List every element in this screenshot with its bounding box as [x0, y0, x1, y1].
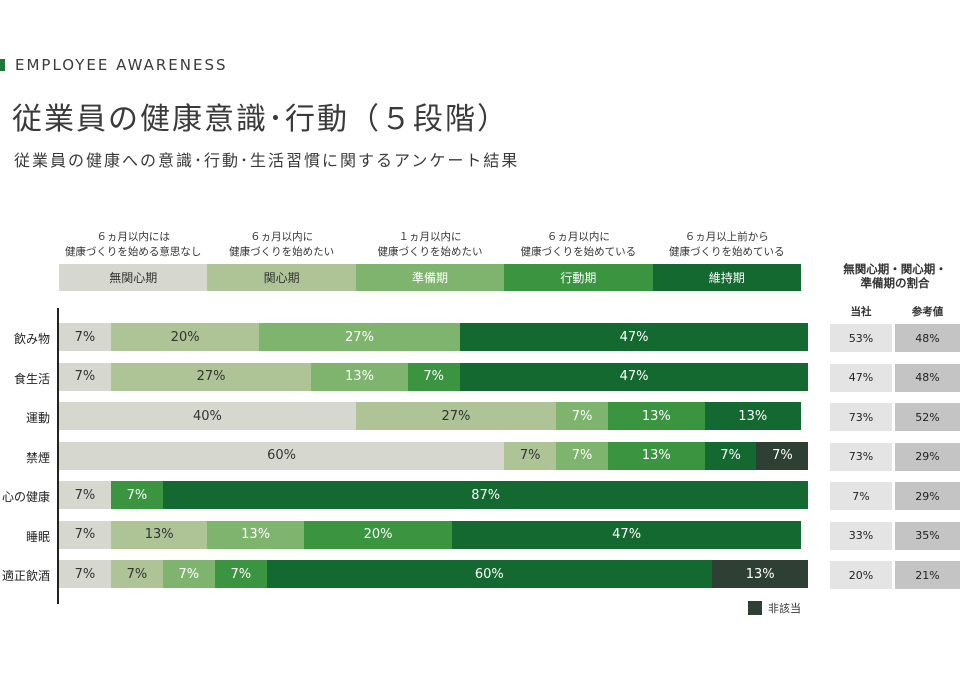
stage-desc-line-1: ６ヵ月以内に	[546, 231, 610, 243]
legend: 非該当	[748, 600, 801, 616]
bar-segment: 7%	[59, 481, 111, 509]
own-ratio-cell: 73%	[830, 403, 892, 431]
reference-ratio-cell: 21%	[895, 561, 960, 589]
bar-segment: 7%	[110, 481, 163, 509]
stage-desc-line-2: 健康づくりを始めたい	[229, 246, 335, 258]
legend-swatch-na	[748, 601, 762, 615]
bar-segment: 20%	[303, 520, 453, 549]
bar-segment: 47%	[459, 362, 809, 391]
stage-desc-line-2: 健康づくりを始める意思なし	[64, 246, 202, 258]
bar-segment: 7%	[756, 441, 809, 470]
row-label: 禁煙	[25, 450, 50, 465]
stage-desc-line-2: 健康づくりを始めている	[520, 246, 637, 258]
side-heading-line-2: 準備期の割合	[860, 276, 930, 290]
bar-segment: 7%	[110, 560, 163, 588]
reference-ratio-cell: 29%	[895, 482, 960, 510]
reference-ratio-cell: 48%	[895, 363, 960, 392]
bar-segment: 7%	[704, 441, 757, 470]
stage-desc-s1: ６ヵ月以内には健康づくりを始める意思なし	[59, 230, 207, 260]
bar-segment: 13%	[311, 362, 408, 391]
stage-desc-s2: ６ヵ月以内に健康づくりを始めたい	[207, 230, 355, 260]
own-ratio-cell: 33%	[830, 521, 892, 550]
side-col-own: 当社	[850, 306, 872, 318]
bar-segment: 7%	[59, 560, 111, 588]
own-ratio-cell: 20%	[830, 561, 892, 589]
bar-segment: 27%	[259, 323, 460, 351]
own-ratio-cell: 53%	[830, 324, 892, 352]
row-label: 飲み物	[13, 332, 50, 346]
stage-desc-line-1: ６ヵ月以内に	[250, 231, 314, 243]
bar-segment: 13%	[207, 520, 304, 549]
page-title: 従業員の健康意識･行動（５段階）	[12, 102, 509, 137]
bar-segment: 27%	[355, 402, 557, 430]
stage-label-s5: 維持期	[652, 264, 801, 291]
reference-ratio-cell: 48%	[895, 324, 960, 352]
legend-label-na: 非該当	[768, 602, 801, 615]
bar-segment: 13%	[711, 560, 809, 588]
bar-segment: 47%	[452, 520, 801, 549]
bar-segment: 13%	[608, 441, 705, 470]
bar-segment: 40%	[59, 402, 356, 430]
stage-desc-line-1: ６ヵ月以上前から	[684, 231, 769, 243]
bar-segment: 60%	[266, 560, 712, 588]
row-label: 睡眠	[25, 529, 50, 544]
reference-ratio-cell: 35%	[895, 521, 960, 550]
bar-segment: 7%	[407, 362, 460, 391]
bar-segment: 7%	[59, 362, 111, 391]
bar-segment: 13%	[608, 402, 705, 430]
bar-segment: 60%	[59, 441, 505, 470]
bar-segment: 7%	[504, 441, 557, 470]
page-subtitle: 従業員の健康への意識･行動･生活習慣に関するアンケート結果	[14, 151, 520, 170]
stage-desc-line-1: １ヵ月以内に	[398, 231, 462, 243]
eyebrow-text: EMPLOYEE AWARENESS	[15, 56, 228, 74]
stage-desc-line-1: ６ヵ月以内には	[96, 231, 170, 243]
bar-segment: 7%	[59, 323, 111, 351]
row-label: 適正飲酒	[1, 569, 50, 583]
side-col-reference: 参考値	[911, 306, 944, 318]
stage-desc-line-2: 健康づくりを始めたい	[377, 246, 483, 258]
bar-segment: 7%	[556, 402, 609, 430]
stage-desc-s4: ６ヵ月以内に健康づくりを始めている	[504, 230, 652, 260]
eyebrow: EMPLOYEE AWARENESS	[0, 56, 228, 74]
stage-desc-s3: １ヵ月以内に健康づくりを始めたい	[356, 230, 504, 260]
bar-segment: 7%	[556, 441, 609, 470]
chart-axis-line	[57, 308, 59, 604]
row-label: 食生活	[13, 371, 50, 386]
bar-segment: 13%	[704, 402, 801, 430]
stage-label-s4: 行動期	[504, 264, 653, 291]
eyebrow-accent-mark	[0, 59, 5, 71]
bar-segment: 47%	[459, 323, 809, 351]
row-label: 運動	[25, 411, 50, 425]
stage-label-s2: 関心期	[207, 264, 356, 291]
reference-ratio-cell: 29%	[895, 442, 960, 471]
bar-segment: 7%	[162, 560, 215, 588]
stage-label-s3: 準備期	[355, 264, 505, 291]
own-ratio-cell: 7%	[830, 482, 892, 510]
bar-segment: 20%	[110, 323, 260, 351]
bar-segment: 13%	[110, 520, 208, 549]
own-ratio-cell: 73%	[830, 442, 892, 471]
bar-segment: 7%	[214, 560, 267, 588]
reference-ratio-cell: 52%	[895, 403, 960, 431]
own-ratio-cell: 47%	[830, 363, 892, 392]
stage-desc-s5: ６ヵ月以上前から健康づくりを始めている	[653, 230, 801, 260]
row-label: 心の健康	[1, 490, 50, 504]
bar-segment: 27%	[110, 362, 312, 391]
side-heading-line-1: 無関心期・関心期・	[843, 262, 947, 276]
stage-desc-line-2: 健康づくりを始めている	[669, 246, 785, 258]
bar-segment: 87%	[162, 481, 809, 509]
bar-segment: 7%	[59, 520, 111, 549]
stage-label-s1: 無関心期	[59, 264, 208, 291]
side-panel-heading: 無関心期・関心期・ 準備期の割合	[830, 262, 960, 290]
